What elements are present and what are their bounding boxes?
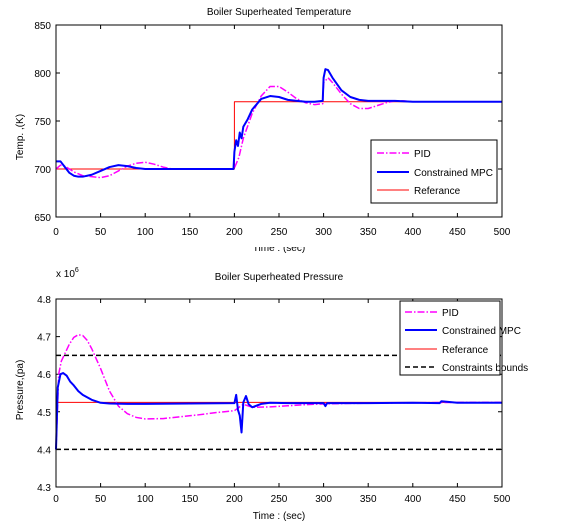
x-tick-label: 250 [271,227,288,238]
x-tick-label: 0 [53,494,59,505]
x-tick-label: 100 [137,494,154,505]
y-axis-label: Temp. ,(K) [15,114,26,160]
x-tick-label: 450 [449,494,466,505]
x-tick-label: 150 [181,227,198,238]
x-tick-label: 250 [271,494,288,505]
x-tick-labels: 0 50 100 150 200 250 300 350 400 450 500 [53,494,511,505]
y-tick-label: 4.3 [37,483,51,494]
y-tick-label: 4.6 [37,370,51,381]
legend-label-reference: Referance [414,186,461,197]
axes-box [55,298,503,488]
x-tick-label: 0 [53,227,59,238]
series-lines [55,68,502,179]
x-tick-label: 400 [404,227,421,238]
series-line-pid [55,333,502,450]
legend-box [399,300,501,376]
temperature-chart: Boiler Superheated Temperature Temp. ,(K… [15,7,511,254]
series-line-constrained-mpc [55,372,502,450]
x-tick-label: 350 [360,494,377,505]
legend-label-pid: PID [442,308,459,319]
legend-label-mpc: Constrained MPC [442,326,521,337]
y-tick-label: 650 [34,213,51,224]
plot-area [56,25,502,247]
x-axis-label: Time : (sec) [253,243,305,254]
y-axis-exponent: x 106 [56,267,79,280]
legend-label-pid: PID [414,149,431,160]
x-tick-label: 500 [494,227,511,238]
y-tick-label: 4.8 [37,295,51,306]
legend-label-reference: Referance [442,345,489,356]
pressure-chart: Boiler Superheated Pressure x 106 Pressu… [15,267,528,522]
x-tick-label: 200 [226,494,243,505]
y-tick-label: 850 [34,21,51,32]
series-line-constrained-mpc [56,68,502,178]
x-tick-label: 500 [494,494,511,505]
legend-label-mpc: Constrained MPC [414,168,493,179]
x-tick-label: 50 [95,227,107,238]
chart-title: Boiler Superheated Temperature [207,7,352,18]
y-tick-label: 750 [34,117,51,128]
legend: PID Constrained MPC Referance [370,139,498,204]
y-tick-labels: 650 700 750 800 850 [34,21,51,224]
axes-box [55,24,503,218]
y-tick-label: 4.7 [37,333,51,344]
series-lines [55,333,502,451]
x-tick-label: 150 [181,494,198,505]
y-tick-label: 4.5 [37,408,51,419]
y-tick-label: 4.4 [37,445,51,456]
x-tick-label: 200 [226,227,243,238]
y-tick-label: 700 [34,165,51,176]
x-axis-label: Time : (sec) [253,511,305,522]
chart-title: Boiler Superheated Pressure [215,272,344,283]
x-tick-label: 50 [95,494,107,505]
x-tick-label: 350 [360,227,377,238]
y-tick-label: 800 [34,69,51,80]
x-tick-label: 400 [404,494,421,505]
y-tick-labels: 4.3 4.4 4.5 4.6 4.7 4.8 [37,295,51,494]
x-tick-label: 100 [137,227,154,238]
y-axis-label: Pressure,(pa) [15,360,26,421]
y-axis-exponent-power: 6 [75,267,79,274]
x-tick-labels: 0 50 100 150 200 250 300 350 400 450 500 [53,227,511,238]
x-tick-label: 300 [315,227,332,238]
legend: PID Constrained MPC Referance Constraint… [399,300,528,376]
x-tick-label: 450 [449,227,466,238]
legend-label-constraints: Constraints bounds [442,363,528,374]
x-tick-label: 300 [315,494,332,505]
y-axis-exponent-base: x 10 [56,269,75,280]
